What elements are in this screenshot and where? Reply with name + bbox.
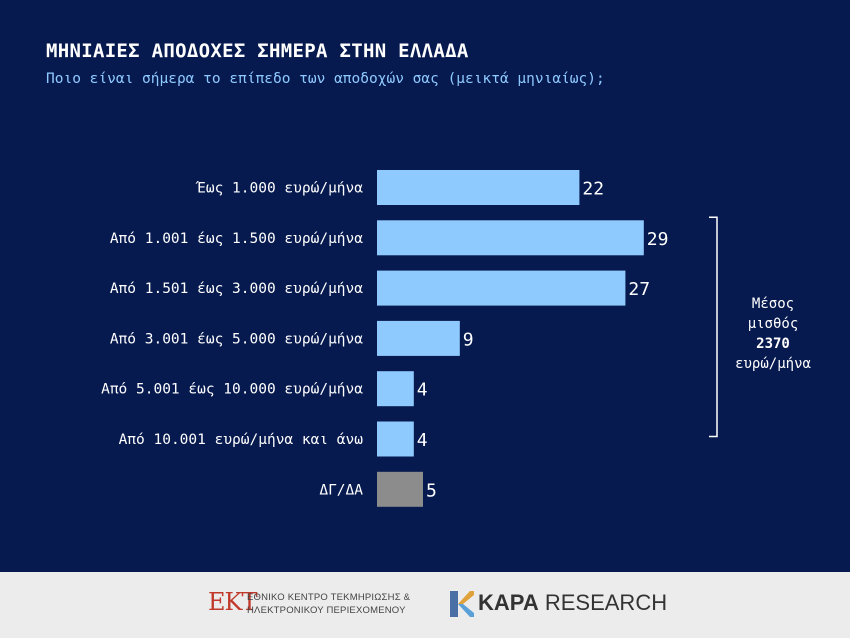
annotation-text: Μέσος [752, 296, 794, 312]
kapa-logo-icon [450, 591, 474, 617]
category-label: ΔΓ/ΔΑ [319, 482, 363, 498]
bar [377, 320, 460, 356]
average-salary-annotation: Μέσος μισθός 2370 ευρώ/μήνα [709, 216, 812, 438]
bar [377, 371, 414, 407]
bars-layer: Έως 1.000 ευρώ/μήνα 22 Από 1.001 έως 1.500… [101, 170, 668, 507]
kapa-research-logo: KAPA RESEARCH [478, 590, 667, 616]
category-label: Από 10.001 ευρώ/μήνα και άνω [119, 432, 364, 448]
bar-chart: Έως 1.000 ευρώ/μήνα 22 Από 1.001 έως 1.500… [101, 170, 812, 507]
ekt-logo-line1: ΕΘΝΙΚΟ ΚΕΝΤΡΟ ΤΕΚΜΗΡΙΩΣΗΣ & [247, 592, 411, 603]
bar [377, 270, 626, 306]
value-label: 27 [628, 279, 650, 300]
bar [377, 170, 580, 205]
value-label: 9 [463, 329, 474, 350]
kapa-logo-light: RESEARCH [544, 590, 668, 615]
ekt-logo-line2: ΗΛΕΚΤΡΟΝΙΚΟΥ ΠΕΡΙΕΧΟΜΕΝΟΥ [247, 605, 406, 616]
bar [377, 421, 414, 457]
value-label: 29 [647, 229, 669, 250]
ekt-logo-mark: ΕΚΤ [208, 588, 257, 616]
annotation-text: μισθός [748, 316, 799, 332]
value-label: 4 [417, 380, 428, 401]
annotation-text: ευρώ/μήνα [735, 356, 811, 372]
category-label: Έως 1.000 ευρώ/μήνα [195, 181, 363, 197]
chart-subtitle: Ποιο είναι σήμερα το επίπεδο των αποδοχώ… [46, 71, 605, 87]
footer [0, 572, 850, 638]
value-label: 5 [426, 480, 437, 501]
category-label: Από 3.001 έως 5.000 ευρώ/μήνα [110, 331, 363, 347]
value-label: 4 [417, 430, 428, 451]
ekt-logo-text: ΕΘΝΙΚΟ ΚΕΝΤΡΟ ΤΕΚΜΗΡΙΩΣΗΣ & ΗΛΕΚΤΡΟΝΙΚΟΥ… [247, 591, 410, 617]
category-label: Από 1.001 έως 1.500 ευρώ/μήνα [110, 231, 363, 247]
chart-title: ΜΗΝΙΑΙΕΣ ΑΠΟΔΟΧΕΣ ΣΗΜΕΡΑ ΣΤΗΝ ΕΛΛΑΔΑ [46, 40, 469, 62]
bar [377, 471, 423, 507]
category-label: Από 5.001 έως 10.000 ευρώ/μήνα [101, 382, 363, 398]
annotation-bracket [709, 216, 718, 438]
annotation-text: 2370 [756, 336, 790, 352]
value-label: 22 [582, 179, 604, 200]
bar [377, 220, 644, 256]
category-label: Από 1.501 έως 3.000 ευρώ/μήνα [110, 281, 363, 297]
kapa-logo-bold: KAPA [478, 590, 539, 615]
